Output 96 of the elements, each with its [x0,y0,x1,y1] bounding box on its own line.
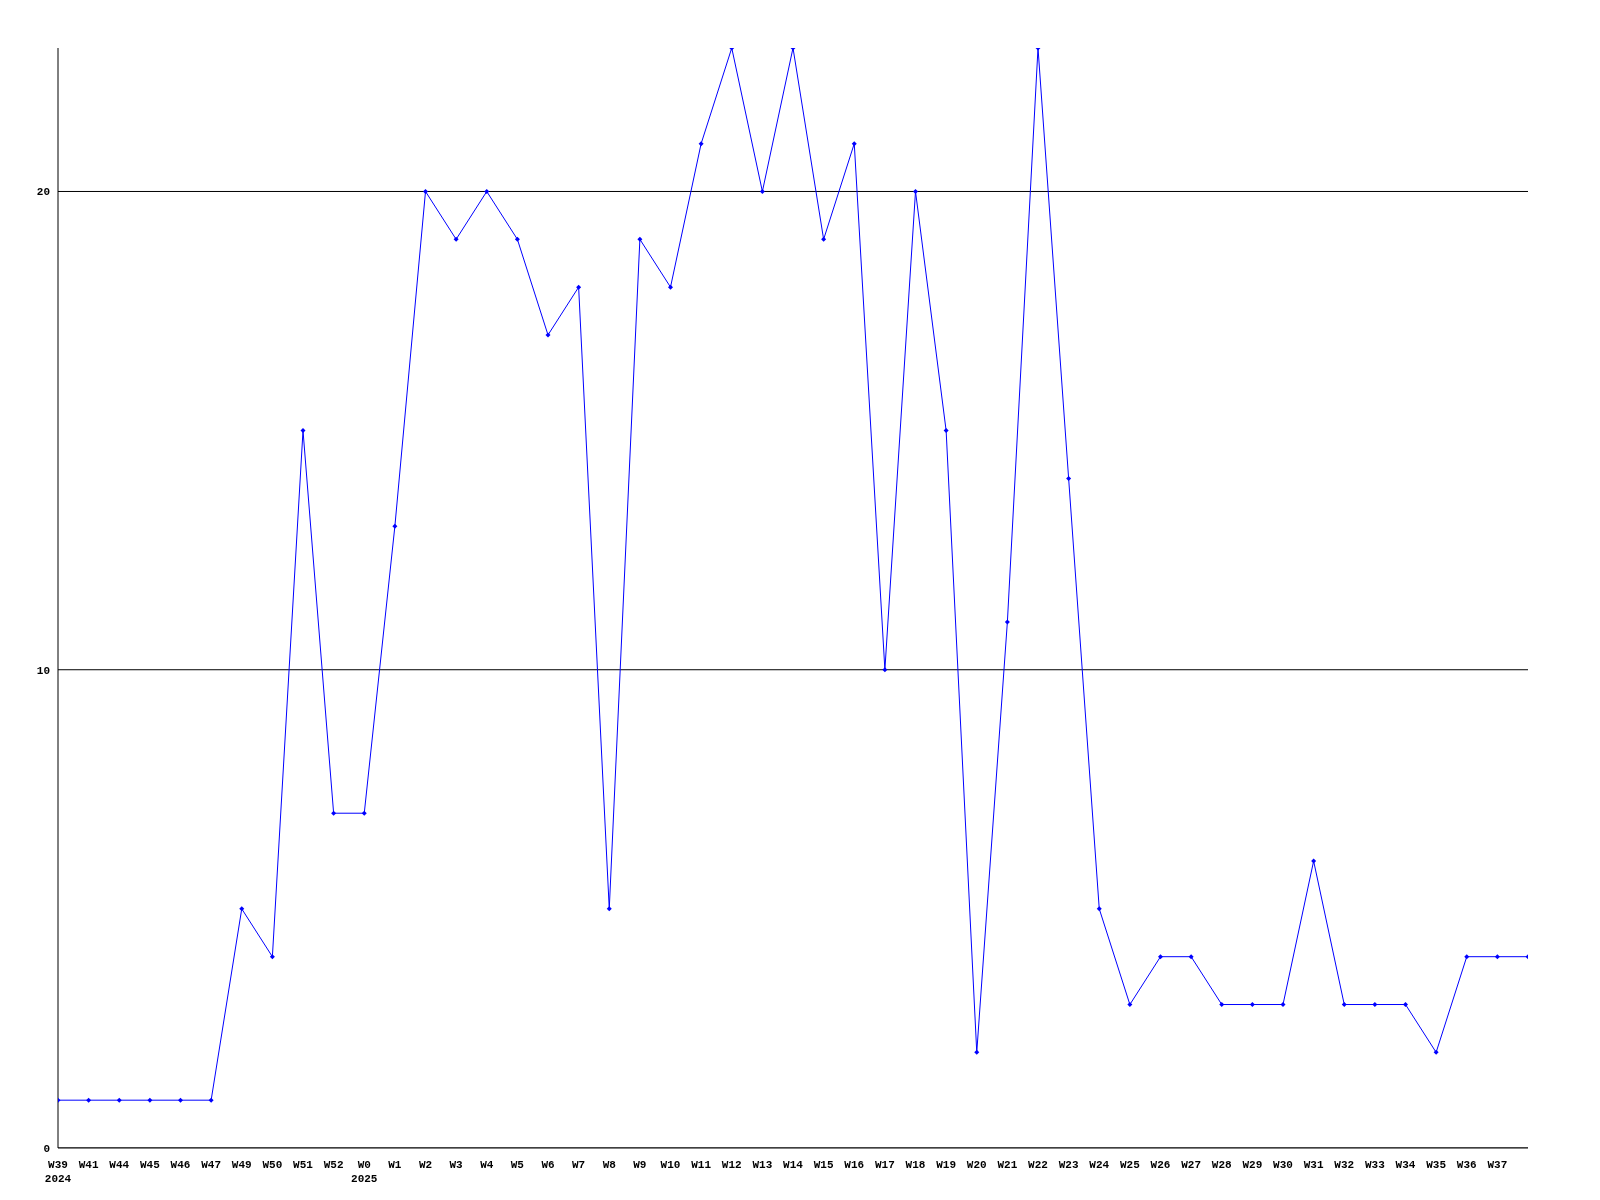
x-tick-label: W27 [1181,1159,1202,1171]
x-tick-label: W49 [231,1159,252,1171]
point [1066,475,1072,481]
x-tick-label: W24 [1089,1159,1110,1171]
x-tick-label: W13 [752,1159,773,1171]
point [514,236,520,242]
point [1280,1002,1286,1008]
point [545,332,551,338]
point [698,141,704,147]
point [1433,1049,1439,1055]
x-tick-label: W28 [1211,1159,1233,1171]
point [300,428,306,434]
point [423,188,428,194]
x-tick-label: W47 [201,1159,222,1171]
point [361,810,367,816]
x-tick-label: W41 [78,1159,99,1171]
point [1127,1002,1133,1008]
point [1494,954,1500,960]
point [1096,906,1102,912]
point [576,284,582,290]
point [86,1097,92,1103]
x-tick-label: W26 [1150,1159,1171,1171]
x-tick-label: W20 [966,1159,987,1171]
point [239,906,245,912]
x-tick-label: W23 [1058,1159,1079,1171]
point [943,428,949,434]
point [882,667,888,673]
x-tick-label: W17 [874,1159,895,1171]
x-tick-label: W50 [262,1159,283,1171]
x-tick-label: W46 [170,1159,191,1171]
x-tick-label: W19 [936,1159,957,1171]
line-series [58,48,1528,1103]
point [484,188,490,194]
y-tick-label: 20 [36,186,50,199]
point [1403,1002,1408,1008]
x-tick-label: W51 [293,1159,314,1171]
x-tick-label: W44 [109,1159,130,1171]
x-tick-label: W52 [323,1159,344,1171]
point [208,1097,214,1103]
x-tick-label: W0 2025 [351,1159,378,1185]
point [851,141,857,147]
point [1249,1002,1255,1008]
x-tick-label: W5 [510,1159,525,1171]
x-tick-label: W11 [691,1159,712,1171]
point [913,188,918,194]
point [178,1097,183,1103]
x-tick-label: W31 [1303,1159,1324,1171]
x-tick-label: W10 [660,1159,681,1171]
point [668,284,673,290]
point [392,523,398,529]
point [1004,619,1010,625]
x-tick-label: W15 [813,1159,834,1171]
x-tick-label: W12 [721,1159,742,1171]
x-tick-label: W39 2024 [44,1159,72,1185]
x-tick-label: W45 [139,1159,161,1171]
point [1219,1002,1225,1008]
point [974,1049,980,1055]
x-tick-label: W14 [783,1159,804,1171]
point [331,810,337,816]
point [1464,954,1470,960]
point [147,1097,153,1103]
x-tick-label: W29 [1242,1159,1263,1171]
x-tick-label: W35 [1426,1159,1447,1171]
point [1372,1002,1378,1008]
x-tick-label: W6 [541,1159,555,1171]
x-tick-label: W4 [480,1159,494,1171]
point [269,954,275,960]
point [116,1097,122,1103]
point [1341,1002,1347,1008]
point [1188,954,1194,960]
x-tick-label: W37 [1487,1159,1508,1171]
x-tick-label: W9 [633,1159,647,1171]
point [637,236,643,242]
x-tick-label: W30 [1273,1159,1293,1171]
x-tick-label: W34 [1395,1159,1416,1171]
point [1158,954,1163,960]
point [1311,858,1317,864]
point [759,188,765,194]
x-tick-label: W22 [1028,1159,1048,1171]
x-tick-label: W16 [844,1159,865,1171]
x-tick-label: W1 [388,1159,402,1171]
x-tick-label: W2 [418,1159,433,1171]
point [453,236,459,242]
y-tick-label: 0 [43,1142,50,1155]
point [606,906,612,912]
x-tick-label: W8 [602,1159,617,1171]
point [821,236,827,242]
x-tick-label: W18 [905,1159,926,1171]
x-tick-label: W7 [572,1159,586,1171]
x-tick-label: W32 [1334,1159,1355,1171]
x-tick-label: W36 [1456,1159,1477,1171]
x-tick-label: W25 [1119,1159,1141,1171]
y-tick-label: 10 [36,664,50,677]
x-tick-label: W33 [1364,1159,1386,1171]
x-tick-label: W3 [449,1159,464,1171]
x-tick-label: W21 [997,1159,1018,1171]
